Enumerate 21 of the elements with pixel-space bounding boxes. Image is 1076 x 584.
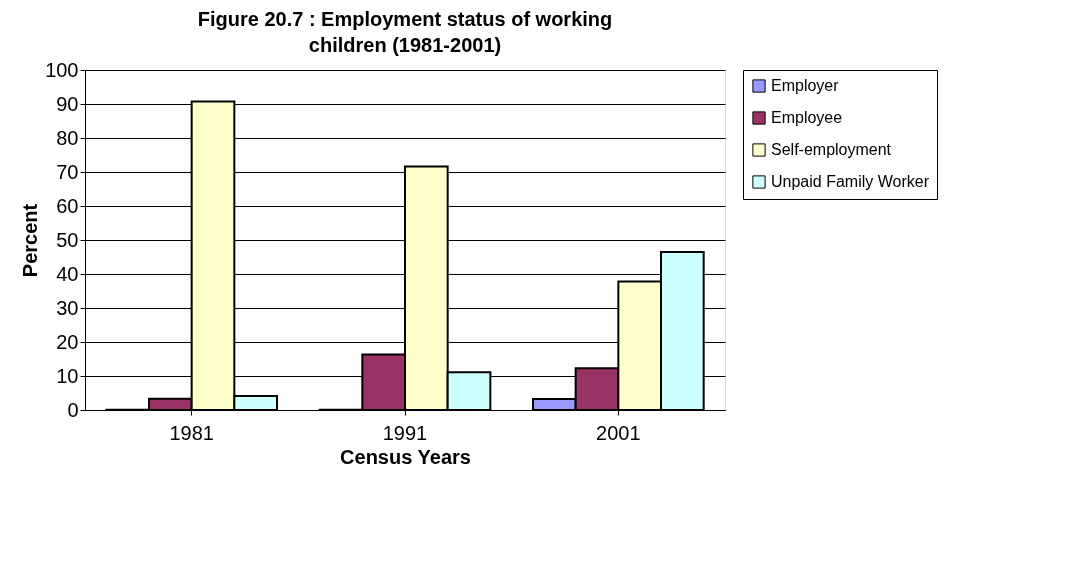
legend-label: Unpaid Family Worker	[771, 173, 930, 190]
y-tick-label: 0	[67, 398, 79, 421]
y-tick-label: 20	[56, 330, 79, 353]
y-tick-label: 40	[56, 262, 79, 285]
y-tick-label: 100	[45, 58, 79, 81]
x-tick-label: 1991	[382, 421, 428, 444]
y-tick-label: 80	[56, 126, 79, 149]
x-axis-title: Census Years	[340, 445, 471, 468]
chart-title: Figure 20.7 : Employment status of working children (1981-2001)	[197, 8, 613, 56]
y-tick-label: 50	[56, 228, 79, 251]
y-tick-label: 90	[56, 92, 79, 115]
y-tick-label: 10	[56, 364, 79, 387]
y-tick-label: 60	[56, 194, 79, 217]
legend-label: Employee	[771, 109, 843, 126]
y-axis-title: Percent	[19, 203, 42, 278]
legend-label: Self-employment	[771, 141, 892, 158]
legend-label: Employer	[771, 77, 840, 94]
y-tick-label: 70	[56, 160, 79, 183]
y-tick-label: 30	[56, 296, 79, 319]
x-tick-label: 1981	[169, 421, 214, 444]
x-tick-label: 2001	[596, 421, 641, 444]
